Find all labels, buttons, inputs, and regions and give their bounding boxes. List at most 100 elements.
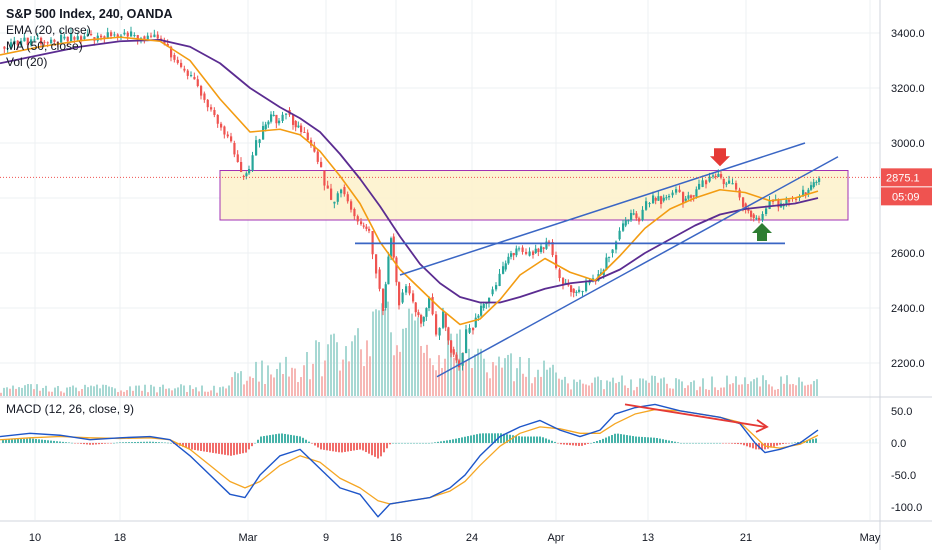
macd-histogram-bar xyxy=(359,442,361,450)
macd-histogram-bar xyxy=(92,442,94,445)
volume-bar xyxy=(222,386,224,396)
candle-body xyxy=(455,354,458,361)
candle-body xyxy=(333,201,336,204)
volume-bar xyxy=(84,384,86,396)
candle-body xyxy=(285,113,288,115)
volume-bar xyxy=(495,365,497,396)
candle-body xyxy=(46,42,49,44)
volume-bar xyxy=(36,384,38,396)
macd-histogram-bar xyxy=(728,442,730,444)
volume-bar xyxy=(669,388,671,396)
candle-body xyxy=(480,305,483,316)
macd-histogram-bar xyxy=(419,442,421,444)
candle-body xyxy=(465,329,468,353)
macd-histogram-bar xyxy=(434,442,436,443)
legend-vol[interactable]: Vol (20) xyxy=(6,55,48,69)
volume-bar xyxy=(414,320,416,396)
volume-bar xyxy=(507,354,509,396)
volume-bar xyxy=(30,384,32,396)
macd-histogram-bar xyxy=(722,442,724,444)
volume-bar xyxy=(732,383,734,396)
candle-body xyxy=(682,192,685,204)
macd-histogram-bar xyxy=(167,442,169,444)
macd-histogram-bar xyxy=(233,442,235,456)
volume-bar xyxy=(573,379,575,396)
volume-bar xyxy=(747,383,749,396)
macd-histogram-bar xyxy=(35,438,37,443)
volume-bar xyxy=(240,371,242,396)
macd-histogram-bar xyxy=(407,442,409,444)
volume-bar xyxy=(360,349,362,396)
macd-legend[interactable]: MACD (12, 26, close, 9) xyxy=(6,402,135,416)
macd-histogram-bar xyxy=(350,442,352,451)
candle-body xyxy=(662,197,665,201)
macd-histogram-bar xyxy=(590,442,592,444)
candle-body xyxy=(292,114,295,125)
candle-body xyxy=(518,248,521,250)
candle-body xyxy=(146,35,149,40)
macd-histogram-bar xyxy=(272,434,274,443)
candle-body xyxy=(173,55,176,60)
volume-bar xyxy=(489,378,491,396)
volume-bar xyxy=(537,369,539,396)
macd-histogram-bar xyxy=(593,441,595,443)
volume-bar xyxy=(381,303,383,396)
legend-ema[interactable]: EMA (20, close) xyxy=(6,23,91,37)
volume-bar xyxy=(483,358,485,396)
candle-body xyxy=(368,228,371,231)
volume-bar xyxy=(741,384,743,396)
divergence-arrow-line xyxy=(624,403,766,428)
volume-bar xyxy=(132,390,134,396)
candle-body xyxy=(450,340,453,353)
candle-body xyxy=(206,99,209,108)
legend-ma[interactable]: MA (50, close) xyxy=(6,39,83,53)
macd-histogram-bar xyxy=(698,442,700,444)
volume-bar xyxy=(441,367,443,396)
volume-bar xyxy=(561,379,563,396)
macd-histogram-bar xyxy=(365,442,367,453)
candle-body xyxy=(701,180,704,187)
price-tick-label: 3400.0 xyxy=(891,28,925,40)
candle-body xyxy=(428,297,431,309)
candle-body xyxy=(785,199,788,205)
candle-body xyxy=(804,192,807,195)
macd-histogram-bar xyxy=(140,441,142,443)
macd-histogram-bar xyxy=(197,442,199,451)
macd-histogram-bar xyxy=(704,442,706,444)
macd-histogram-bar xyxy=(659,438,661,443)
macd-histogram-bar xyxy=(692,442,694,444)
candle-body xyxy=(16,40,19,46)
macd-histogram-bar xyxy=(95,442,97,445)
macd-histogram-bar xyxy=(530,436,532,443)
candle-body xyxy=(130,31,133,37)
volume-bar xyxy=(246,380,248,396)
volume-bar xyxy=(39,390,41,396)
candle-body xyxy=(40,37,43,45)
candle-body xyxy=(750,210,753,217)
macd-histogram-bar xyxy=(116,442,118,444)
volume-bar xyxy=(651,375,653,396)
macd-histogram-bar xyxy=(215,442,217,454)
macd-histogram-bar xyxy=(395,442,397,444)
macd-histogram-bar xyxy=(332,442,334,452)
volume-bar xyxy=(744,377,746,396)
volume-bar xyxy=(735,376,737,396)
candle-body xyxy=(200,86,203,96)
volume-bar xyxy=(108,386,110,396)
volume-bar xyxy=(588,385,590,396)
volume-bar xyxy=(117,392,119,396)
volume-bar xyxy=(675,378,677,396)
candle-body xyxy=(96,35,99,41)
time-tick-label: 18 xyxy=(114,532,126,544)
candle-body xyxy=(615,241,618,250)
macd-histogram-bar xyxy=(782,442,784,444)
candle-body xyxy=(267,121,270,125)
candle-body xyxy=(588,281,591,284)
candle-body xyxy=(3,46,6,49)
macd-histogram-bar xyxy=(47,440,49,443)
volume-bar xyxy=(192,388,194,396)
volume-bar xyxy=(285,356,287,396)
macd-histogram-bar xyxy=(785,442,787,444)
candle-body xyxy=(365,226,368,229)
